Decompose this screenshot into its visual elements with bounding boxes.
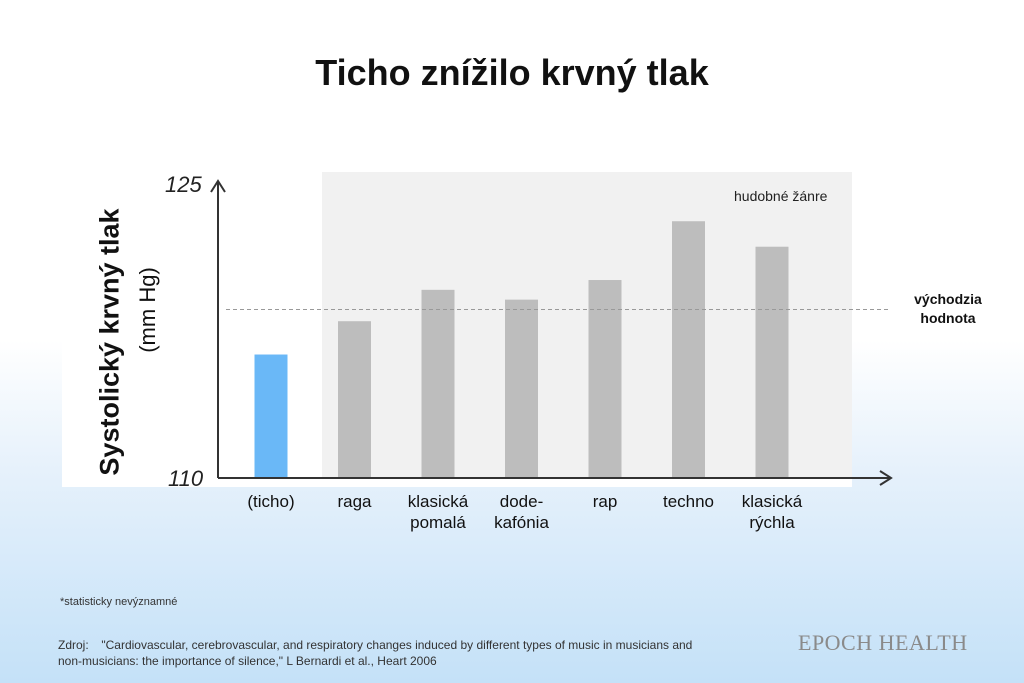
bar-6	[755, 246, 789, 478]
bar-4	[588, 280, 622, 478]
x-tick-label: klasická rýchla	[741, 492, 803, 532]
x-tick-label: rap	[592, 492, 618, 511]
x-tick-label: klasická pomalá	[407, 492, 469, 532]
source-citation: Zdroj: "Cardiovascular, cerebrovascular,…	[58, 637, 698, 669]
footnote: *statisticky nevýznamné	[60, 596, 178, 608]
bar-3	[505, 299, 538, 478]
source-label: Zdroj:	[58, 638, 89, 652]
x-tick-label: techno	[662, 492, 715, 511]
axes	[210, 179, 893, 486]
chart-title: Ticho znížilo krvný tlak	[315, 52, 709, 93]
bar-5	[672, 221, 705, 479]
y-tick-max: 125	[165, 172, 202, 197]
y-axis-title: Systolický krvný tlak	[94, 208, 125, 476]
x-tick-label: (ticho)	[247, 492, 295, 511]
baseline-label: východzia hodnota	[914, 291, 982, 326]
y-axis-arrow	[210, 179, 226, 193]
bar-2	[421, 289, 455, 478]
source-text: "Cardiovascular, cerebrovascular, and re…	[58, 638, 693, 668]
x-axis-arrow	[879, 470, 893, 486]
y-tick-min: 110	[168, 466, 204, 491]
bar-0	[254, 354, 288, 478]
genre-group-label: hudobné žánre	[734, 188, 828, 204]
x-tick-label: raga	[337, 492, 372, 511]
x-tick-label: dode- kafónia	[494, 492, 549, 532]
y-axis-unit: (mm Hg)	[135, 267, 160, 353]
bar-1	[338, 321, 371, 478]
epoch-health-logo: EPOCH HEALTH	[798, 630, 968, 655]
